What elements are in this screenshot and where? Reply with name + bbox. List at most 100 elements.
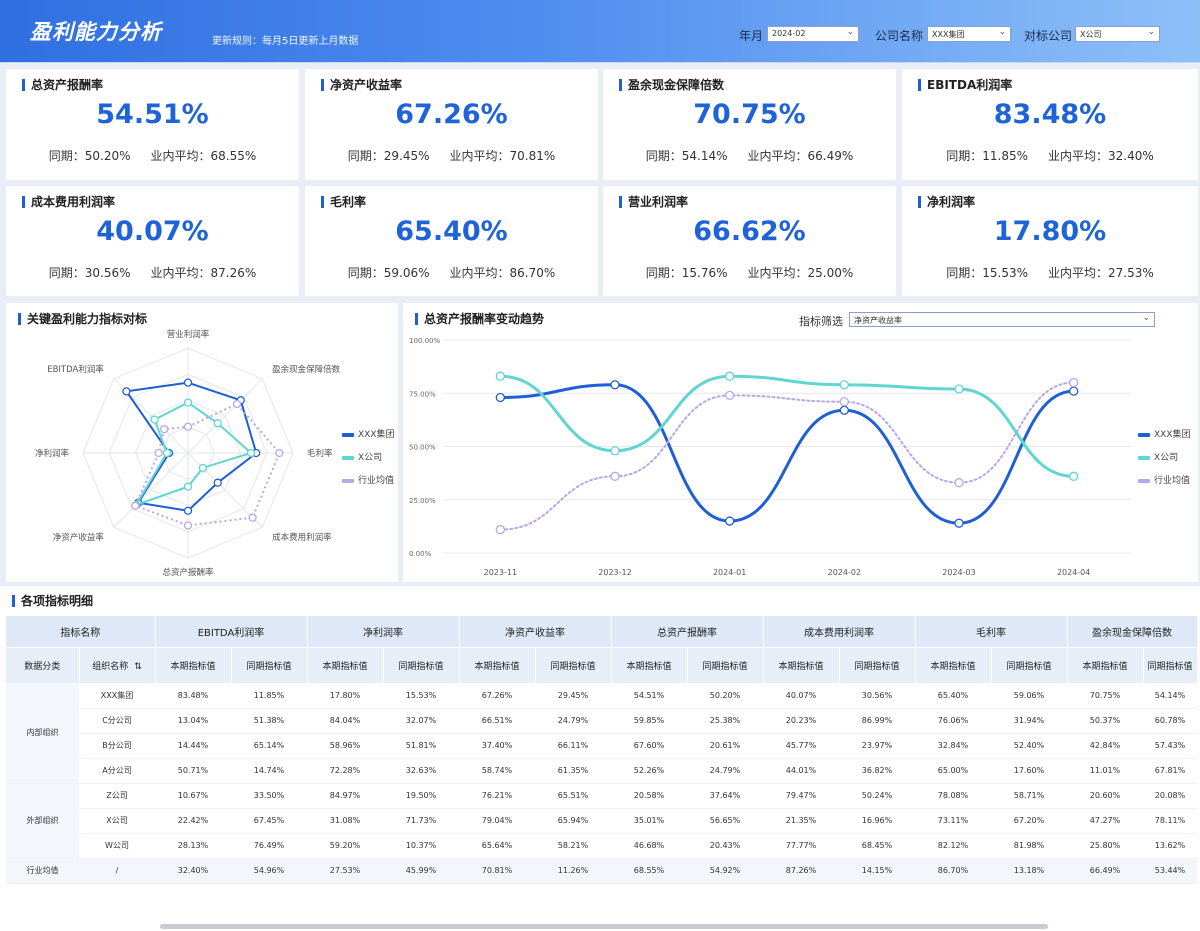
radar-point[interactable]: [183, 398, 193, 407]
line-point[interactable]: [954, 384, 964, 394]
trend-indicator-select[interactable]: 净资产收益率 ⌄: [849, 312, 1155, 327]
table-cell: 58.74%: [459, 758, 535, 784]
legend-label: 行业均值: [1154, 476, 1191, 486]
table-cell: 78.11%: [1143, 808, 1197, 834]
line-point[interactable]: [1069, 377, 1079, 388]
legend-item[interactable]: XXX集团: [1138, 427, 1191, 440]
table-row[interactable]: 外部组织 Z公司 10.67% 33.50% 84.97% 19.50% 76.21% 65.…: [6, 783, 1197, 859]
row-org-name: X公司: [79, 808, 155, 834]
radar-point[interactable]: [213, 478, 222, 487]
line-point[interactable]: [839, 405, 849, 415]
table-cell: 23.97%: [839, 733, 915, 759]
radar-point[interactable]: [183, 482, 193, 491]
line-point[interactable]: [839, 397, 849, 407]
table-cell: 32.63%: [383, 758, 459, 784]
legend-item[interactable]: XXX集团: [342, 427, 395, 440]
table-row[interactable]: B分公司 14.44% 65.14% 58.96% 51.81% 37.40% 66.11%…: [6, 733, 1197, 759]
line-point[interactable]: [725, 516, 735, 526]
table-cell: 79.04%: [459, 808, 535, 834]
line-point[interactable]: [954, 518, 964, 528]
radar-point[interactable]: [160, 425, 169, 434]
row-org-name: XXX集团: [79, 683, 155, 709]
legend-swatch: [342, 432, 354, 437]
table-cell: 31.08%: [307, 808, 383, 834]
line-point[interactable]: [610, 446, 620, 456]
kpi-title: 净资产收益率: [321, 79, 402, 91]
line-point[interactable]: [839, 380, 849, 390]
line-point[interactable]: [610, 471, 620, 481]
radar-point[interactable]: [131, 501, 140, 510]
table-row[interactable]: 行业均值/32.40% 54.96% 27.53% 45.99% 70.81% 11.26…: [6, 858, 1197, 884]
trend-panel-title: 总资产报酬率变动趋势: [415, 313, 544, 325]
col-header-metric: 总资产报酬率: [611, 616, 764, 647]
radar-point[interactable]: [275, 448, 284, 458]
table-cell: 14.15%: [839, 858, 915, 884]
line-point[interactable]: [725, 390, 735, 401]
table-row[interactable]: A分公司 50.71% 14.74% 72.28% 32.63% 58.74% 61.35%…: [6, 758, 1197, 784]
radar-point[interactable]: [162, 448, 172, 458]
table-cell: 13.62%: [1143, 833, 1197, 859]
table-cell: 84.97%: [307, 783, 383, 809]
radar-point[interactable]: [246, 448, 256, 458]
table-cell: 13.04%: [155, 708, 231, 734]
radar-point[interactable]: [183, 422, 193, 431]
horizontal-scrollbar[interactable]: [160, 924, 1048, 929]
col-header-metric: 净资产收益率: [459, 616, 612, 647]
table-cell: 14.74%: [231, 758, 307, 784]
table-cell: 37.40%: [459, 733, 535, 759]
kpi-prev: 同期：54.14%: [645, 149, 728, 163]
benchmark-select[interactable]: X公司 ⌄: [1075, 26, 1160, 42]
kpi-title: 营业利润率: [619, 196, 688, 208]
col-header-current: 本期指标值: [1067, 646, 1144, 683]
line-point[interactable]: [1069, 386, 1079, 396]
company-select[interactable]: XXX集团 ⌄: [927, 26, 1011, 42]
table-cell: 19.50%: [383, 783, 459, 809]
radar-point[interactable]: [154, 448, 163, 458]
radar-point[interactable]: [183, 378, 193, 387]
col-header-org[interactable]: 组织名称 ⇅: [79, 646, 156, 683]
table-cell: 61.35%: [535, 758, 611, 784]
radar-point[interactable]: [183, 506, 193, 515]
col-header-metric: 毛利率: [915, 616, 1068, 647]
legend-label: X公司: [358, 453, 383, 463]
line-point[interactable]: [495, 524, 505, 535]
table-cell: 33.50%: [231, 783, 307, 809]
table-cell: 29.45%: [535, 683, 611, 709]
table-cell: 50.24%: [839, 783, 915, 809]
kpi-card-net-margin: 净利润率 17.80% 同期：15.53% 业内平均：27.53%: [902, 186, 1198, 296]
table-cell: 67.26%: [459, 683, 535, 709]
line-point[interactable]: [495, 371, 505, 381]
kpi-compare: 同期：59.06% 业内平均：86.70%: [305, 264, 598, 281]
line-point[interactable]: [610, 380, 620, 390]
line-point[interactable]: [495, 392, 505, 403]
table-cell: 66.51%: [459, 708, 535, 734]
table-row[interactable]: C分公司 13.04% 51.38% 84.04% 32.07% 66.51% 24.79%…: [6, 708, 1197, 734]
month-select[interactable]: 2024-02 ⌄: [767, 26, 859, 42]
x-tick-label: 2023-11: [484, 568, 517, 577]
table-row[interactable]: X公司 22.42% 67.45% 31.08% 71.73% 79.04% 65.94% 3…: [6, 808, 1197, 834]
legend-item[interactable]: 行业均值: [342, 473, 394, 486]
table-cell: 32.07%: [383, 708, 459, 734]
legend-item[interactable]: X公司: [342, 450, 382, 463]
table-cell: 13.18%: [991, 858, 1067, 884]
radar-point[interactable]: [232, 399, 242, 409]
x-tick-label: 2023-12: [598, 568, 631, 577]
line-point[interactable]: [954, 478, 964, 488]
radar-point[interactable]: [183, 521, 193, 530]
table-row[interactable]: W公司 28.13% 76.49% 59.20% 10.37% 65.64% 58.21% 4…: [6, 833, 1197, 859]
line-point[interactable]: [1069, 471, 1079, 481]
radar-point[interactable]: [198, 463, 207, 472]
radar-point[interactable]: [248, 513, 257, 522]
radar-point[interactable]: [150, 415, 159, 424]
table-cell: 78.08%: [915, 783, 991, 809]
kpi-card-roa: 总资产报酬率 54.51% 同期：50.20% 业内平均：68.55%: [6, 69, 299, 180]
table-row[interactable]: 内部组织 XXX集团 83.48% 11.85% 17.80% 15.53% 67.26% 2…: [6, 683, 1197, 784]
legend-item[interactable]: X公司: [1138, 450, 1178, 463]
line-point[interactable]: [725, 371, 735, 381]
radar-point[interactable]: [122, 387, 131, 396]
sort-icon[interactable]: ⇅: [134, 661, 142, 672]
table-cell: 20.43%: [687, 833, 763, 859]
legend-item[interactable]: 行业均值: [1138, 473, 1190, 486]
radar-point[interactable]: [213, 419, 222, 428]
table-cell: 17.60%: [991, 758, 1067, 784]
